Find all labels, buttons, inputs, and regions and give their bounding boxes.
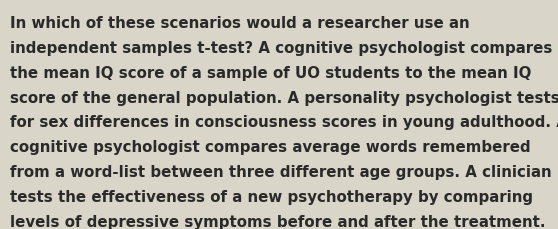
Text: independent samples t-test? A cognitive psychologist compares: independent samples t-test? A cognitive …	[10, 41, 552, 56]
Text: from a word-list between three different age groups. A clinician: from a word-list between three different…	[10, 164, 552, 179]
Text: tests the effectiveness of a new psychotherapy by comparing: tests the effectiveness of a new psychot…	[10, 189, 533, 204]
Text: the mean IQ score of a sample of UO students to the mean IQ: the mean IQ score of a sample of UO stud…	[10, 65, 531, 80]
Text: levels of depressive symptoms before and after the treatment.: levels of depressive symptoms before and…	[10, 214, 546, 229]
Text: for sex differences in consciousness scores in young adulthood. A: for sex differences in consciousness sco…	[10, 115, 558, 130]
Text: In which of these scenarios would a researcher use an: In which of these scenarios would a rese…	[10, 16, 470, 31]
Text: score of the general population. A personality psychologist tests: score of the general population. A perso…	[10, 90, 558, 105]
Text: cognitive psychologist compares average words remembered: cognitive psychologist compares average …	[10, 140, 531, 155]
